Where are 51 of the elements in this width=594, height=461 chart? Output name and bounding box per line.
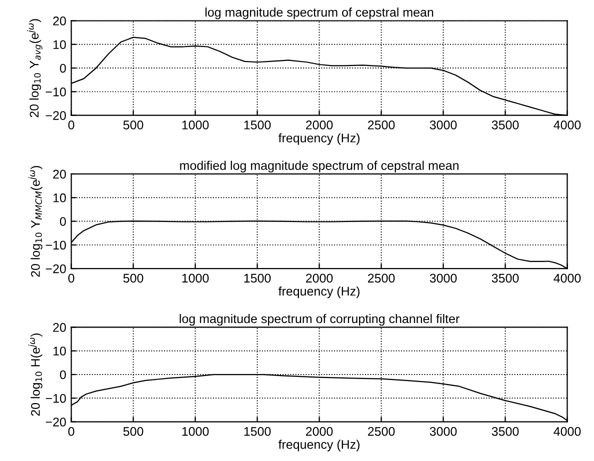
x-tick-label: 1000 — [182, 274, 209, 283]
x-tick-label: 4000 — [554, 427, 581, 436]
y-tick-label: 20 — [53, 170, 66, 179]
x-tick-label: 1000 — [182, 120, 209, 130]
y-tick-label: −20 — [46, 418, 66, 426]
y-tick-label: 20 — [53, 323, 66, 332]
x-tick-label: 0 — [68, 120, 74, 130]
y-tick-label: 0 — [60, 370, 66, 380]
chart-title: modified log magnitude spectrum of cepstral mean — [180, 160, 458, 172]
y-axis-title: 20 log$_{10}$ Y$_{MMCM}$(e$^{jω}$) — [28, 166, 42, 277]
x-tick-label: 500 — [123, 120, 144, 130]
x-tick-label: 500 — [123, 427, 144, 436]
x-tick-label: 3000 — [430, 427, 457, 436]
x-tick-label: 4000 — [554, 120, 581, 130]
y-tick-label: 0 — [60, 217, 66, 226]
y-tick-label: −20 — [46, 264, 66, 274]
x-tick-label: 3500 — [492, 274, 519, 283]
x-tick-label: 3500 — [492, 427, 519, 436]
y-tick-label: 10 — [53, 346, 66, 356]
x-axis-title: frequency (Hz) — [278, 286, 360, 298]
x-tick-label: 2000 — [306, 274, 333, 283]
x-tick-label: 2000 — [306, 427, 333, 436]
x-tick-label: 3500 — [492, 120, 519, 130]
chart-title: log magnitude spectrum of cepstral mean — [205, 8, 434, 20]
x-tick-label: 0 — [68, 274, 74, 283]
x-tick-label: 2500 — [368, 274, 395, 283]
x-tick-label: 3000 — [430, 120, 457, 130]
y-tick-label: 20 — [53, 16, 66, 26]
x-tick-label: 3000 — [430, 274, 457, 283]
y-axis-title: 20 log$_{10}$ H(e$^{jω}$) — [28, 334, 42, 416]
x-tick-label: 1000 — [182, 427, 209, 436]
y-tick-label: 0 — [60, 64, 66, 73]
x-tick-label: 2000 — [306, 120, 333, 130]
y-tick-label: −20 — [46, 111, 66, 120]
x-tick-label: 1500 — [244, 427, 271, 436]
x-tick-label: 1500 — [244, 120, 271, 130]
y-tick-label: −10 — [46, 394, 66, 403]
x-tick-label: 1500 — [244, 274, 271, 283]
x-axis-title: frequency (Hz) — [278, 133, 360, 145]
x-tick-label: 4000 — [554, 274, 581, 283]
y-tick-label: 10 — [53, 40, 66, 50]
y-tick-label: 10 — [53, 193, 66, 202]
x-tick-label: 0 — [68, 427, 74, 436]
y-tick-label: −10 — [46, 240, 66, 250]
x-tick-label: 500 — [123, 274, 144, 283]
y-axis-title: 20 log$_{10}$ Y$_{avg}$(e$^{jω}$) — [27, 19, 42, 118]
x-tick-label: 2500 — [368, 120, 395, 130]
x-axis-title: frequency (Hz) — [278, 440, 360, 452]
chart-title: log magnitude spectrum of corrupting channel filter — [180, 314, 460, 326]
y-tick-label: −10 — [46, 87, 66, 96]
x-tick-label: 2500 — [368, 427, 395, 436]
